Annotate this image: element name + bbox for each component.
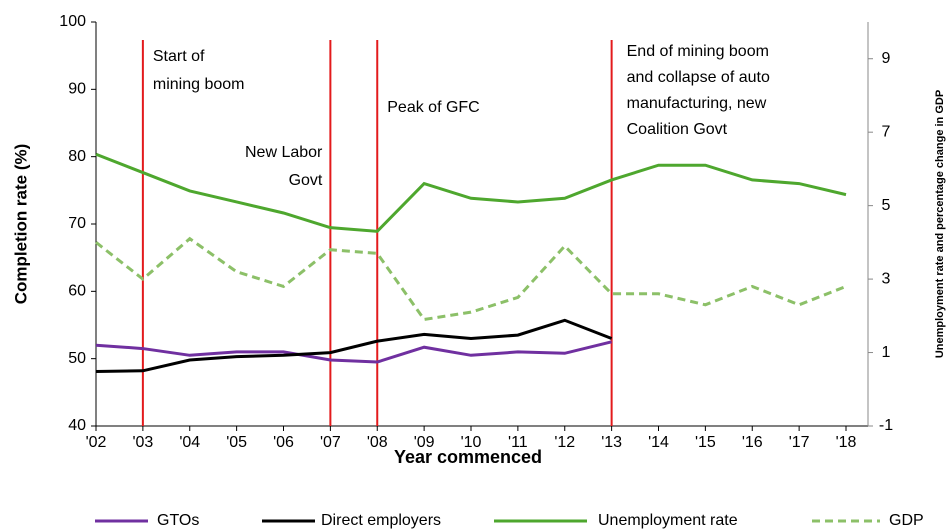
legend-label: GDP [889, 512, 924, 529]
x-tick-label: '18 [836, 434, 857, 451]
x-tick-label: '17 [789, 434, 810, 451]
legend-label: Direct employers [321, 512, 441, 529]
x-tick-label: '05 [226, 434, 247, 451]
event-label: Start of [153, 48, 205, 65]
x-tick-label: '16 [742, 434, 763, 451]
event-label: manufacturing, new [627, 95, 767, 112]
series-line [95, 340, 612, 364]
event-label: mining boom [153, 76, 245, 93]
legend-label: GTOs [157, 512, 199, 529]
series-line [95, 318, 613, 373]
x-tick-label: '02 [86, 434, 107, 451]
x-tick-label: '15 [695, 434, 716, 451]
y2-tick-label: 1 [882, 344, 891, 361]
y2-tick-label: 3 [882, 270, 891, 287]
event-label: New Labor [245, 144, 323, 161]
y-tick-label: 60 [68, 283, 86, 300]
y2-axis-title: Unemployment rate and percentage change … [934, 90, 946, 358]
event-label: and collapse of auto [627, 69, 770, 86]
y-tick-label: 50 [68, 350, 86, 367]
y2-tick-label: 5 [882, 197, 891, 214]
series-line [95, 152, 847, 233]
y-axis-title: Completion rate (%) [11, 144, 30, 305]
x-tick-label: '09 [414, 434, 435, 451]
x-tick-label: '06 [273, 434, 294, 451]
x-tick-label: '11 [508, 434, 528, 451]
x-tick-label: '08 [367, 434, 388, 451]
x-axis-title: Year commenced [394, 447, 542, 467]
legend-label: Unemployment rate [598, 512, 738, 529]
x-tick-label: '03 [132, 434, 153, 451]
y-tick-label: 90 [68, 81, 86, 98]
event-label: Govt [289, 172, 323, 189]
x-tick-label: '04 [179, 434, 200, 451]
y2-tick-label: 7 [882, 123, 891, 140]
y-tick-label: 40 [68, 417, 86, 434]
y-tick-label: 80 [68, 148, 86, 165]
series-line [95, 236, 847, 322]
x-tick-label: '13 [601, 434, 622, 451]
y2-tick-label: 9 [882, 50, 891, 67]
event-label: End of mining boom [627, 43, 769, 60]
y2-tick-label: -1 [879, 417, 893, 434]
x-tick-label: '07 [320, 434, 341, 451]
event-label: Peak of GFC [387, 99, 479, 116]
x-tick-label: '10 [461, 434, 482, 451]
x-tick-label: '14 [648, 434, 669, 451]
event-label: Coalition Govt [627, 121, 728, 138]
x-tick-label: '12 [554, 434, 575, 451]
y-tick-label: 100 [59, 13, 86, 30]
y-tick-label: 70 [68, 215, 86, 232]
